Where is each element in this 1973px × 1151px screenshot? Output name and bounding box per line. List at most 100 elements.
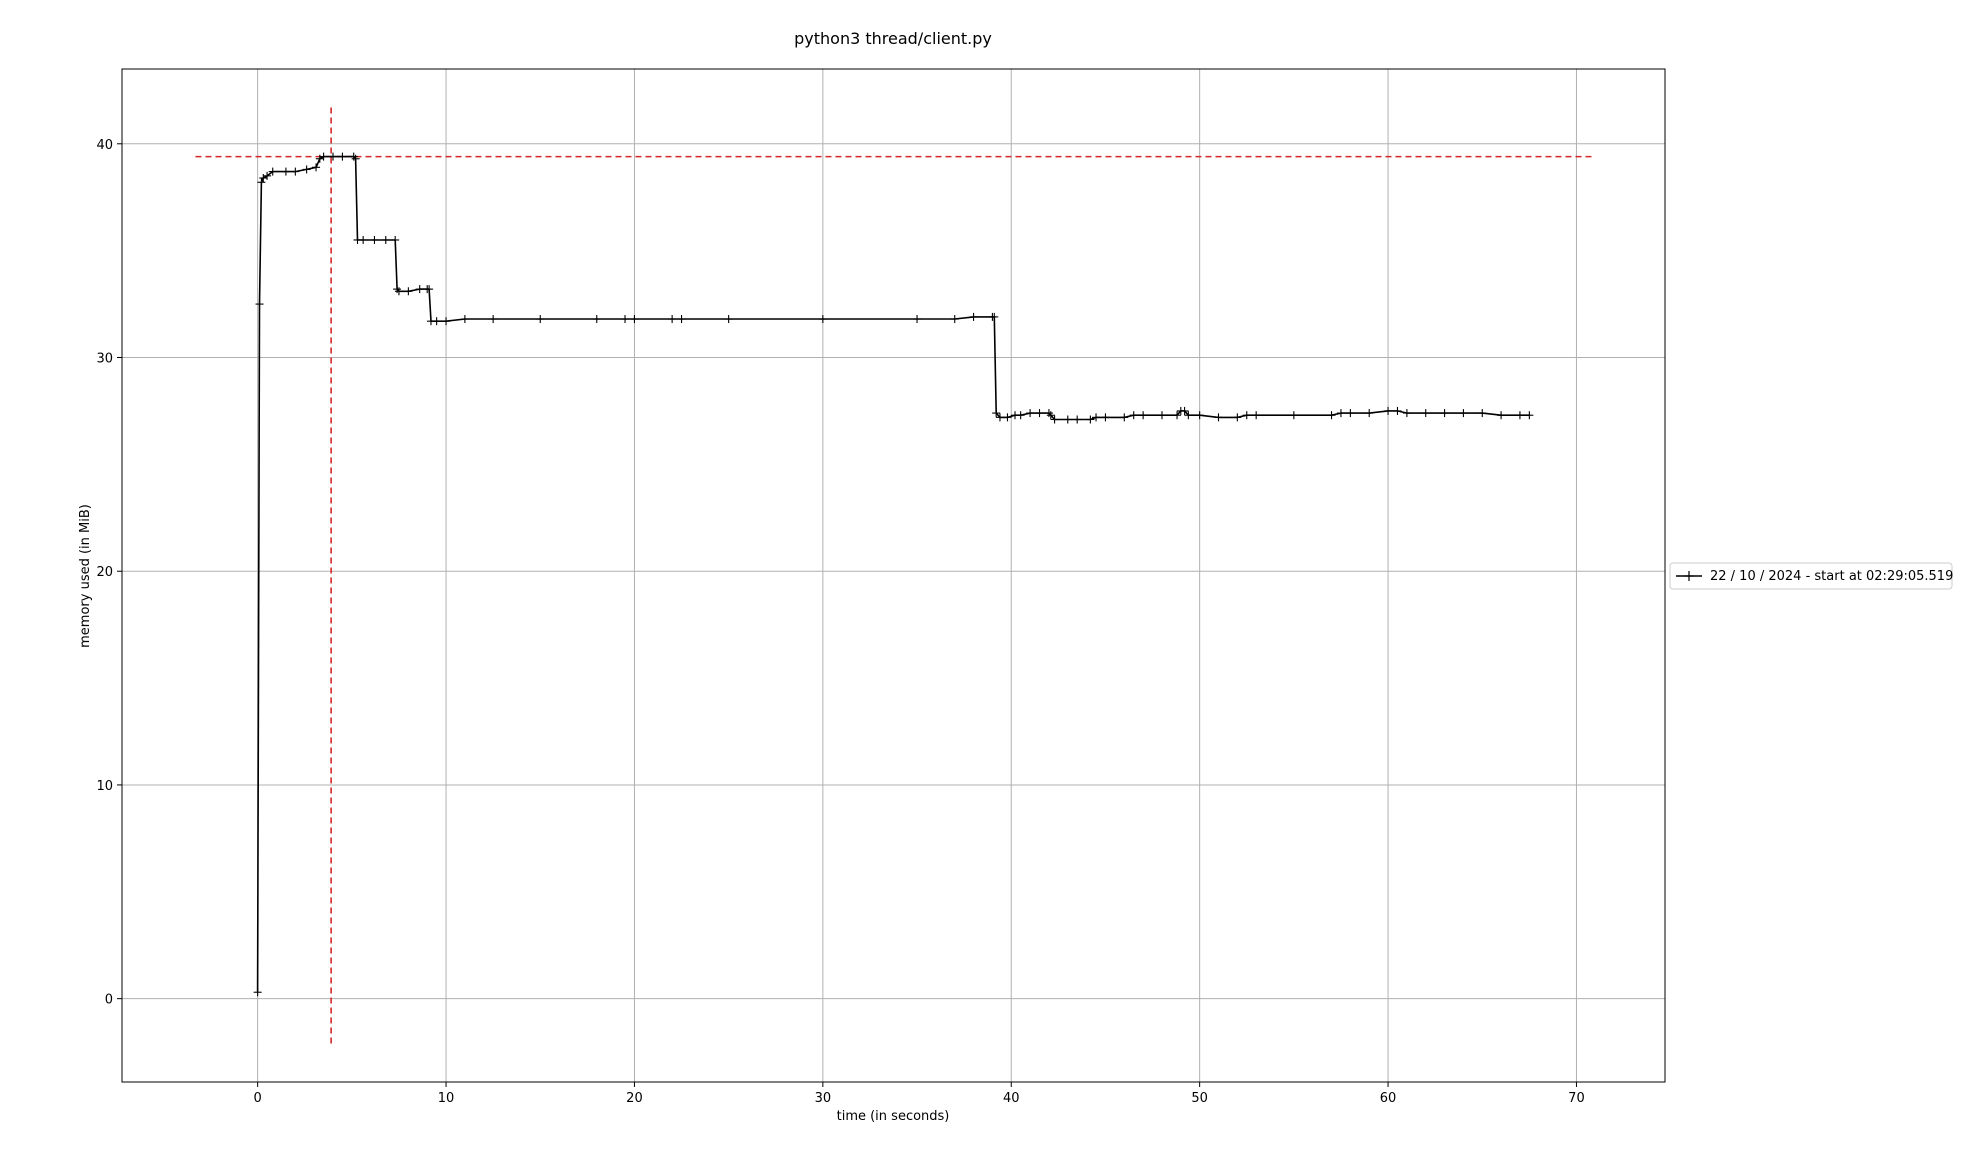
data-point <box>351 154 360 163</box>
data-point <box>1120 413 1129 422</box>
data-point <box>1515 411 1524 420</box>
data-point <box>621 315 630 324</box>
data-point <box>992 409 1001 418</box>
data-point <box>818 315 827 324</box>
data-point <box>415 285 424 294</box>
x-tick-label: 20 <box>626 1091 643 1106</box>
data-point <box>442 317 451 326</box>
data-point <box>1393 406 1402 415</box>
data-point <box>1497 411 1506 420</box>
data-point <box>381 235 390 244</box>
data-point <box>281 167 290 176</box>
legend-box <box>1669 562 1953 590</box>
data-point <box>536 315 545 324</box>
data-point <box>1440 409 1449 418</box>
data-point <box>1336 409 1345 418</box>
data-point <box>1003 413 1012 422</box>
data-point <box>1478 409 1487 418</box>
data-point <box>1184 411 1193 420</box>
data-point <box>1063 415 1072 424</box>
data-point <box>1050 415 1059 424</box>
data-point <box>425 285 434 294</box>
data-point <box>432 317 441 326</box>
data-point <box>1046 411 1055 420</box>
y-tick-label: 20 <box>96 565 113 580</box>
data-point <box>1101 413 1110 422</box>
data-point <box>950 315 959 324</box>
data-point <box>969 312 978 321</box>
data-point <box>1195 411 1204 420</box>
data-point <box>1016 411 1025 420</box>
x-tick-label: 70 <box>1568 1091 1585 1106</box>
data-point <box>302 165 311 174</box>
data-point <box>394 287 403 296</box>
peak-lines <box>195 107 1592 1044</box>
data-point <box>489 315 498 324</box>
chart-title: python3 thread/client.py <box>794 29 992 48</box>
data-point <box>724 315 733 324</box>
data-point <box>460 315 469 324</box>
data-point <box>329 152 338 161</box>
y-axis-ticks: 0 10 20 30 40 <box>96 138 122 1008</box>
data-point <box>592 315 601 324</box>
data-point <box>1157 411 1166 420</box>
x-tick-label: 0 <box>254 1091 262 1106</box>
series-layer <box>253 152 1534 997</box>
data-point <box>1421 409 1430 418</box>
data-point <box>338 152 347 161</box>
data-point <box>990 312 999 321</box>
data-point <box>1180 406 1189 415</box>
data-point <box>312 163 321 172</box>
data-point <box>1139 411 1148 420</box>
data-point <box>1289 411 1298 420</box>
data-point <box>1073 415 1082 424</box>
x-tick-label: 40 <box>1003 1091 1020 1106</box>
data-point <box>1327 411 1336 420</box>
data-point <box>1092 413 1101 422</box>
data-point <box>268 167 277 176</box>
data-point <box>1459 409 1468 418</box>
data-point <box>1173 411 1182 420</box>
data-point <box>630 315 639 324</box>
data-point <box>1242 411 1251 420</box>
data-point <box>370 235 379 244</box>
data-point <box>1035 409 1044 418</box>
data-point <box>1252 411 1261 420</box>
x-tick-label: 60 <box>1380 1091 1397 1106</box>
plot-frame <box>121 68 1666 1083</box>
data-point <box>668 315 677 324</box>
data-point <box>291 167 300 176</box>
data-point <box>319 152 328 161</box>
data-point <box>1525 411 1534 420</box>
data-point <box>995 413 1004 422</box>
data-point <box>391 235 400 244</box>
data-point <box>1129 411 1138 420</box>
x-tick-label: 30 <box>815 1091 832 1106</box>
y-tick-label: 40 <box>96 138 113 153</box>
x-tick-label: 50 <box>1191 1091 1208 1106</box>
data-point <box>1233 413 1242 422</box>
data-point <box>1026 409 1035 418</box>
data-point <box>263 171 272 180</box>
y-tick-label: 10 <box>96 779 113 794</box>
data-point <box>1346 409 1355 418</box>
x-axis-label: time (in seconds) <box>837 1109 950 1124</box>
data-point <box>913 315 922 324</box>
data-point <box>255 300 264 309</box>
y-tick-label: 30 <box>96 352 113 367</box>
legend: 22 / 10 / 2024 - start at 02:29:05.519 <box>1669 562 1953 590</box>
data-point <box>1086 415 1095 424</box>
grid-lines <box>122 69 1665 1082</box>
data-point <box>257 178 266 187</box>
data-point <box>677 315 686 324</box>
data-point <box>253 988 262 997</box>
data-point <box>1402 409 1411 418</box>
data-point <box>1384 406 1393 415</box>
data-point <box>1214 413 1223 422</box>
y-tick-label: 0 <box>105 993 113 1008</box>
legend-label: 22 / 10 / 2024 - start at 02:29:05.519 <box>1710 569 1953 584</box>
data-point <box>359 235 368 244</box>
x-tick-label: 10 <box>438 1091 455 1106</box>
